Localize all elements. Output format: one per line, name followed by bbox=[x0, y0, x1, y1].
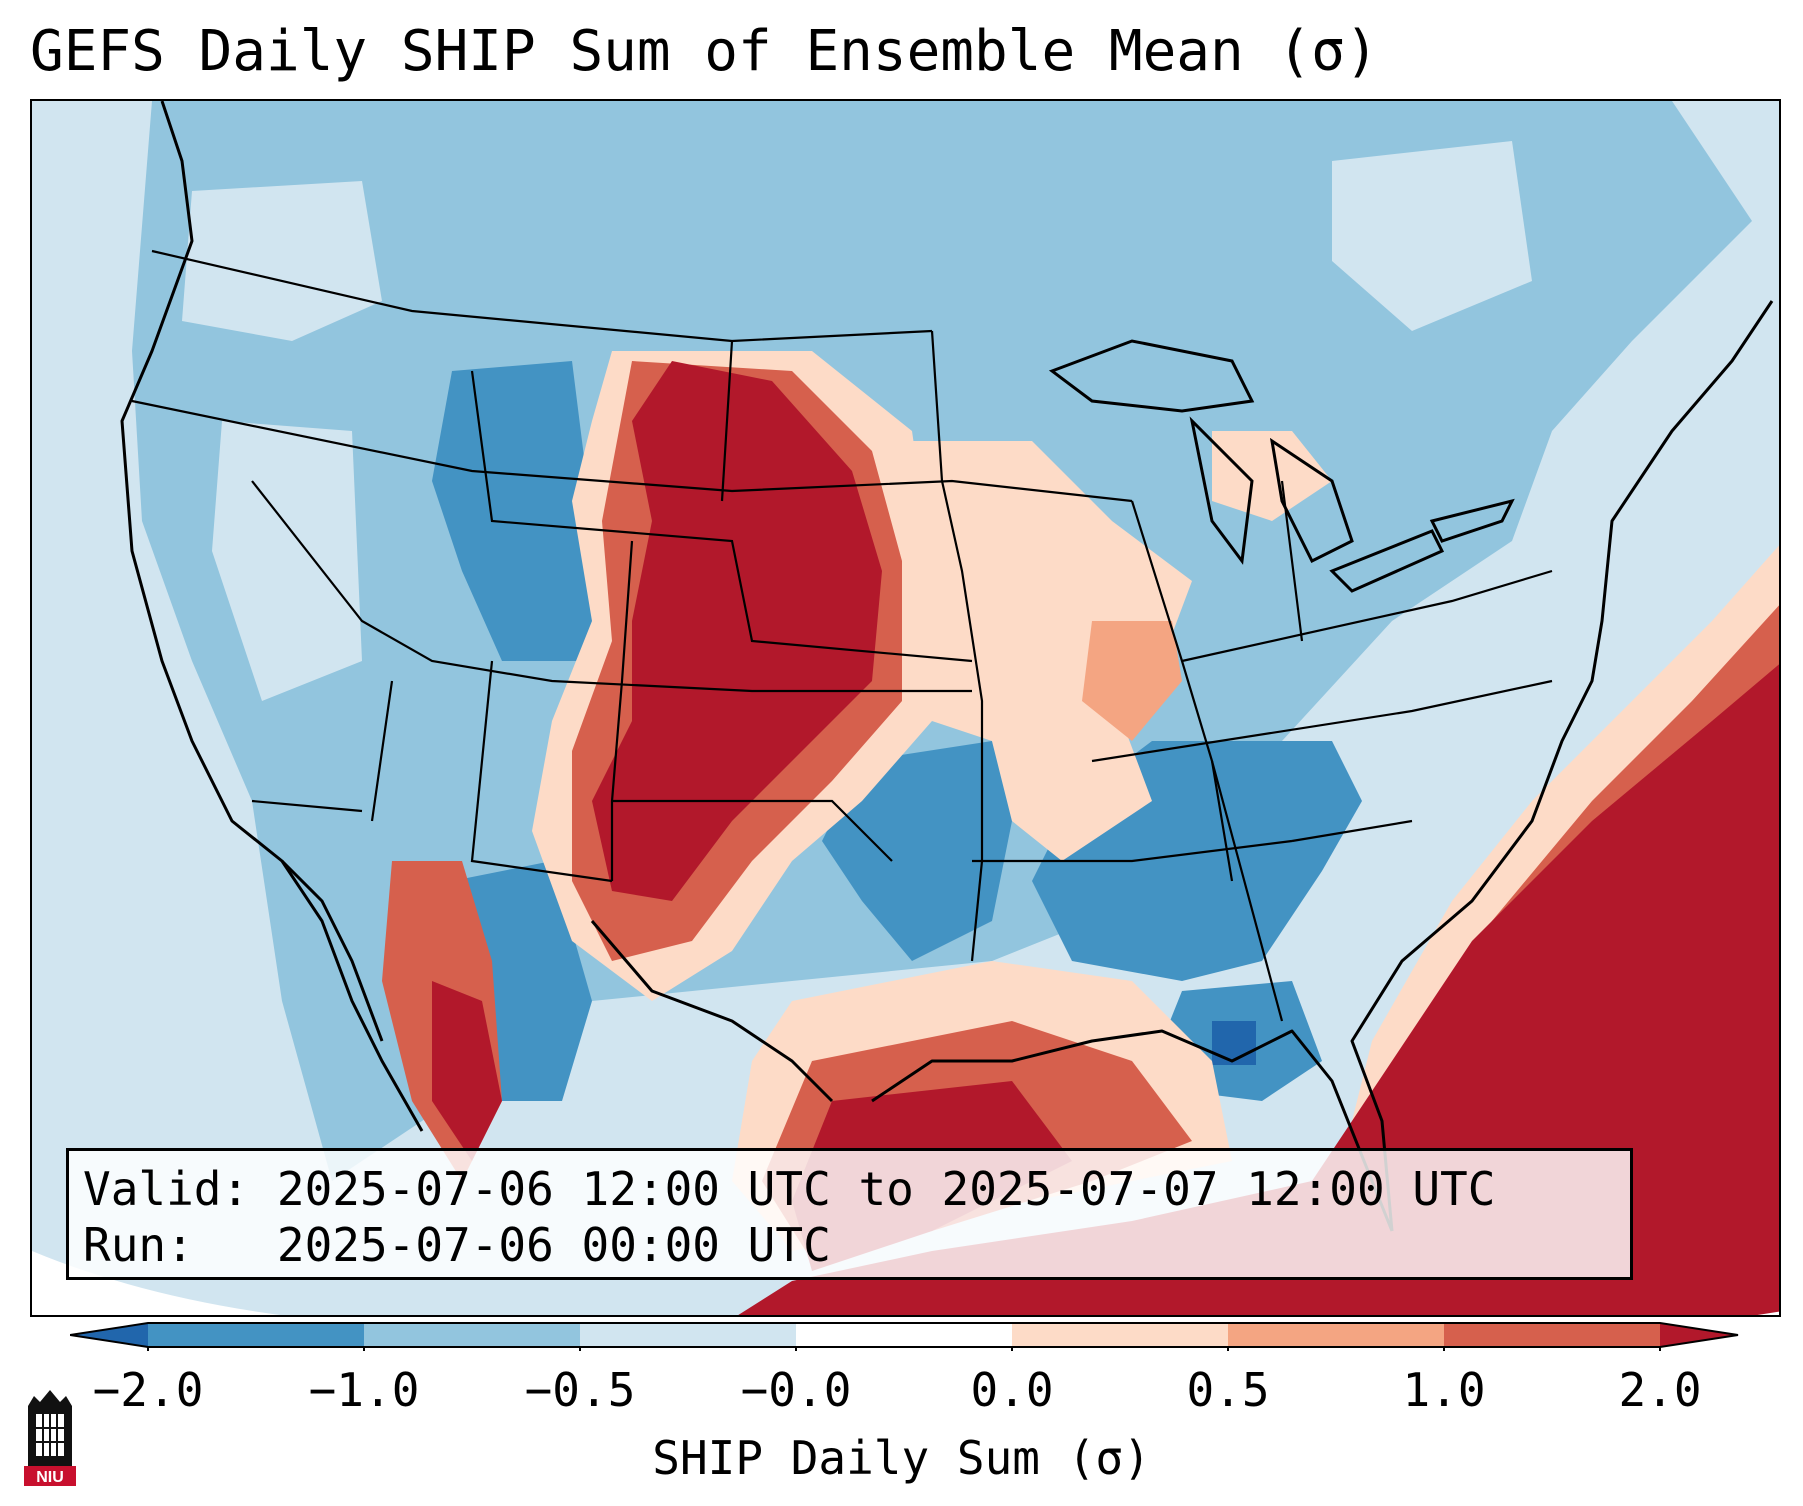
projection-edge-left bbox=[32, 1251, 280, 1315]
logo-text: NIU bbox=[36, 1469, 64, 1486]
colorbar-tick-label: −0.5 bbox=[524, 1363, 636, 1417]
colorbar-bin-2 bbox=[364, 1323, 580, 1347]
colorbar-tick-label: −1.0 bbox=[308, 1363, 420, 1417]
field-neg-extreme-gulf bbox=[1212, 1021, 1256, 1065]
field-neg-weak-ne bbox=[1332, 141, 1532, 331]
field-pos-extreme-plains bbox=[592, 361, 882, 901]
colorbar-bin-5 bbox=[1012, 1323, 1228, 1347]
field-neg-strong-arklatex bbox=[822, 741, 1012, 961]
colorbar bbox=[70, 1322, 1739, 1351]
colorbar-bin-7 bbox=[1444, 1323, 1660, 1347]
colorbar-bin-1 bbox=[148, 1323, 364, 1347]
colorbar-tick-label: −0.0 bbox=[740, 1363, 852, 1417]
colorbar-tick-label: 0.0 bbox=[970, 1363, 1054, 1417]
projection-edge-right bbox=[1757, 1311, 1779, 1315]
run-label: Run: bbox=[83, 1218, 194, 1272]
colorbar-tick-label: 0.5 bbox=[1186, 1363, 1270, 1417]
field-pos-moderate-midwest bbox=[1082, 621, 1182, 741]
page-title: GEFS Daily SHIP Sum of Ensemble Mean (σ) bbox=[30, 19, 1379, 84]
valid-value: 2025-07-06 12:00 UTC to 2025-07-07 12:00… bbox=[276, 1162, 1496, 1216]
colorbar-bin-3 bbox=[580, 1323, 796, 1347]
colorbar-extend-low bbox=[70, 1323, 148, 1347]
valid-label: Valid: bbox=[83, 1162, 250, 1216]
great-lakes bbox=[1048, 339, 1515, 593]
field-neg-weak-west bbox=[212, 421, 362, 701]
colorbar-tick-label: −2.0 bbox=[92, 1363, 204, 1417]
colorbar-tick-label: 1.0 bbox=[1402, 1363, 1486, 1417]
colorbar-bin-6 bbox=[1228, 1323, 1444, 1347]
valid-run-info-box: Valid: 2025-07-06 12:00 UTC to 2025-07-0… bbox=[66, 1148, 1633, 1280]
colorbar-extend-high bbox=[1660, 1323, 1738, 1347]
colorbar-bin-4 bbox=[796, 1323, 1012, 1347]
state-borders bbox=[131, 249, 1553, 1022]
field-neg-weak-nw bbox=[182, 181, 382, 341]
colorbar-tick-label: 2.0 bbox=[1618, 1363, 1702, 1417]
field-pos-extreme-mexico bbox=[432, 981, 502, 1161]
colorbar-tick-marks bbox=[147, 1347, 1661, 1351]
field-neg-strong-colorado bbox=[432, 361, 632, 661]
map-panel bbox=[30, 99, 1781, 1317]
anomaly-map bbox=[32, 101, 1779, 1315]
niu-logo: NIU bbox=[24, 1390, 76, 1486]
run-value: 2025-07-06 00:00 UTC bbox=[276, 1218, 831, 1272]
colorbar-label: SHIP Daily Sum (σ) bbox=[652, 1431, 1151, 1485]
coastline bbox=[120, 101, 1774, 1232]
field-pos-weak-ohio bbox=[1212, 431, 1332, 521]
